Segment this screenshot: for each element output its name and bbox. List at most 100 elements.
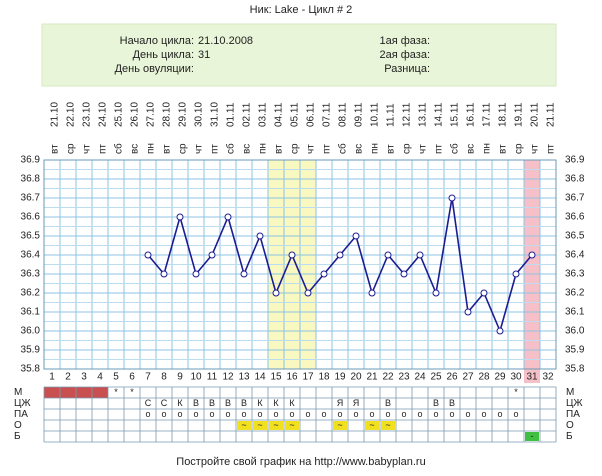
temperature-point xyxy=(480,289,488,297)
y-tick-label: 36.7 xyxy=(21,193,41,204)
y-tick-label: 36.8 xyxy=(21,174,41,185)
x-tick-label: 3 xyxy=(81,372,87,383)
weekday-label: вс xyxy=(242,144,253,154)
weekday-label: чт xyxy=(530,144,541,154)
y-tick-label-right: 36.7 xyxy=(565,193,585,204)
cell-text: В xyxy=(449,398,455,408)
weekday-label: чт xyxy=(82,144,93,154)
weekday-label: вт xyxy=(162,144,173,154)
cell-text: o xyxy=(225,409,230,419)
temperature-point xyxy=(416,251,424,259)
x-tick-label: 29 xyxy=(494,372,506,383)
cell-fill xyxy=(381,421,395,430)
temperature-point xyxy=(352,232,360,240)
row-label-right: М xyxy=(566,387,574,398)
row-label: ПА xyxy=(14,409,28,420)
date-label: 08.11 xyxy=(338,102,349,127)
date-label: 06.11 xyxy=(306,102,317,127)
cell-text: ~ xyxy=(273,420,278,430)
menses-cell xyxy=(60,387,76,398)
temperature-point xyxy=(320,270,328,278)
y-tick-label: 36.5 xyxy=(21,231,41,242)
x-tick-label: 1 xyxy=(49,372,55,383)
x-tick-label: 11 xyxy=(207,372,218,383)
weekday-label: пн xyxy=(370,143,381,154)
cell-text: o xyxy=(369,409,374,419)
date-label: 28.10 xyxy=(162,102,173,127)
cell-text: o xyxy=(321,409,326,419)
y-tick-label-right: 35.9 xyxy=(565,345,585,356)
x-tick-label: 18 xyxy=(318,372,330,383)
y-tick-label: 36.6 xyxy=(21,212,41,223)
x-tick-label: 9 xyxy=(177,372,183,383)
weekday-label: пн xyxy=(482,143,493,154)
y-tick-label-right: 35.8 xyxy=(565,364,585,375)
x-tick-label: 6 xyxy=(129,372,135,383)
cell-text: В xyxy=(241,398,247,408)
cell-text: o xyxy=(401,409,406,419)
date-label: 14.11 xyxy=(434,102,445,127)
date-label: 19.11 xyxy=(514,102,525,127)
info-box xyxy=(41,23,557,87)
weekday-label: пт xyxy=(322,144,333,154)
y-tick-label: 36.1 xyxy=(21,307,41,318)
temperature-point xyxy=(448,194,456,202)
cell-fill xyxy=(237,421,251,430)
x-tick-label: 14 xyxy=(254,372,266,383)
temperature-point xyxy=(288,251,296,259)
cell-text: В xyxy=(385,398,391,408)
x-tick-label: 7 xyxy=(145,372,151,383)
weekday-label: вт xyxy=(498,144,509,154)
x-tick-label: 12 xyxy=(222,372,234,383)
row-label-right: Б xyxy=(566,431,573,442)
x-tick-label: 19 xyxy=(334,372,346,383)
cell-text: o xyxy=(433,409,438,419)
cell-fill xyxy=(525,432,539,441)
y-tick-label: 35.8 xyxy=(21,364,41,375)
cell-text: o xyxy=(145,409,150,419)
info-label: Начало цикла: xyxy=(120,35,194,47)
x-tick-label: 25 xyxy=(430,372,442,383)
y-tick-label-right: 36.4 xyxy=(565,250,585,261)
date-label: 30.10 xyxy=(194,102,205,127)
temperature-point xyxy=(176,213,184,221)
weekday-label: пт xyxy=(210,144,221,154)
temperature-point xyxy=(432,289,440,297)
chart-title: Ник: Lake - Цикл # 2 xyxy=(250,4,353,16)
temperature-point xyxy=(272,289,280,297)
footer: Постройте свой график на http://www.baby… xyxy=(176,456,425,468)
cell-text: o xyxy=(465,409,470,419)
cell-text: o xyxy=(257,409,262,419)
date-label: 03.11 xyxy=(258,102,269,127)
x-tick-label: 26 xyxy=(446,372,458,383)
current-day-column xyxy=(524,160,540,383)
weekday-label: вс xyxy=(130,144,141,154)
y-tick-label: 35.9 xyxy=(21,345,41,356)
x-tick-label: 32 xyxy=(542,372,554,383)
cell-text: * xyxy=(514,387,518,397)
x-tick-label: 23 xyxy=(398,372,410,383)
x-tick-label: 31 xyxy=(526,372,538,383)
x-tick-label: 5 xyxy=(113,372,119,383)
date-label: 24.10 xyxy=(98,102,109,127)
cell-text: К xyxy=(273,398,279,408)
weekday-label: сб xyxy=(225,143,237,154)
weekday-label: чт xyxy=(194,144,205,154)
weekday-label: ср xyxy=(514,143,525,154)
temperature-point xyxy=(464,308,472,316)
cell-text: o xyxy=(177,409,182,419)
cell-text: * xyxy=(130,387,134,397)
y-tick-label: 36.3 xyxy=(21,269,41,280)
weekday-label: сб xyxy=(113,143,125,154)
date-label: 07.11 xyxy=(322,102,333,127)
x-tick-label: 24 xyxy=(414,372,426,383)
cell-text: o xyxy=(209,409,214,419)
weekday-label: пн xyxy=(258,143,269,154)
y-tick-label: 36.2 xyxy=(21,288,41,299)
cell-fill xyxy=(285,421,299,430)
cell-text: В xyxy=(433,398,439,408)
cell-text: o xyxy=(241,409,246,419)
x-tick-label: 20 xyxy=(350,372,362,383)
cell-text: К xyxy=(289,398,295,408)
